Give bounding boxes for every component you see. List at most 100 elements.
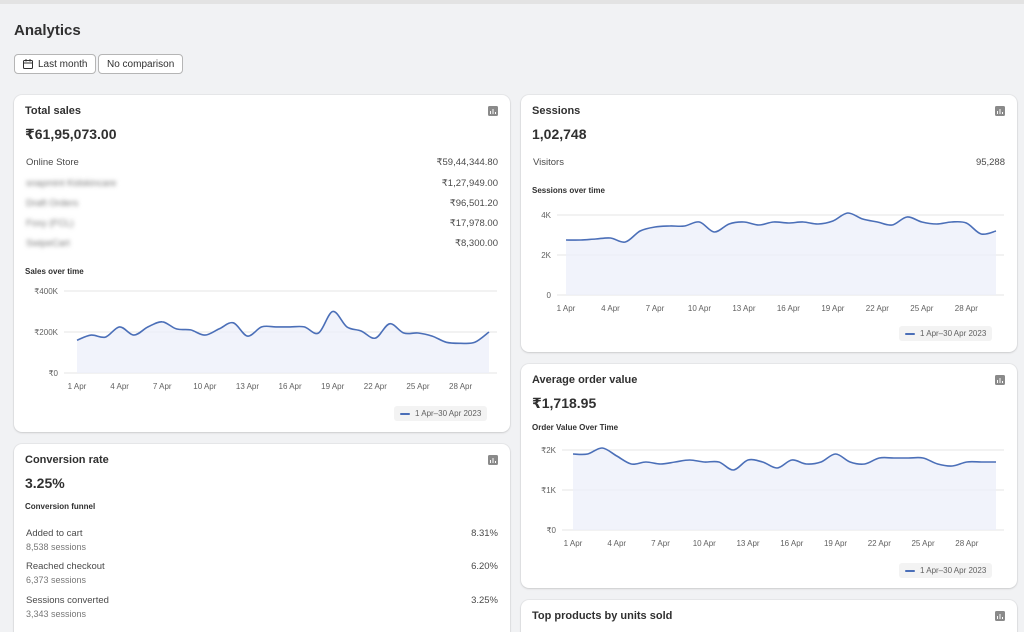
sessions-over-time-chart: 0 2K 4K 1 Apr 4 Apr 7 Apr 10 Apr 13 Apr 16 Apr 19…: [541, 211, 1004, 313]
aov-title: Average order value: [532, 374, 638, 386]
page-title: Analytics: [14, 22, 81, 39]
sales-channel-label: Draft Orders: [26, 198, 79, 209]
total-sales-title: Total sales: [25, 105, 82, 117]
conversion-rate-card: Conversion rate 3.25% Conversion funnel …: [14, 444, 510, 632]
x-tick-label: 10 Apr: [693, 539, 716, 548]
legend-swatch: [905, 332, 915, 335]
legend-swatch: [400, 412, 410, 415]
y-tick-label: ₹2K: [541, 446, 557, 455]
series-area: [566, 212, 996, 295]
x-tick-label: 28 Apr: [955, 304, 978, 313]
y-tick-label: ₹200K: [34, 328, 58, 337]
y-tick-label: 4K: [541, 211, 551, 220]
bar-chart-icon[interactable]: [995, 375, 1005, 385]
x-tick-label: 4 Apr: [607, 539, 626, 548]
comparison-button[interactable]: No comparison: [98, 54, 184, 74]
funnel-step-label: Sessions converted: [26, 595, 109, 606]
x-tick-label: 16 Apr: [780, 539, 803, 548]
funnel-step-value: 8.31%: [471, 528, 498, 539]
legend-label: 1 Apr–30 Apr 2023: [415, 409, 482, 418]
x-tick-label: 25 Apr: [406, 382, 429, 391]
funnel-step-value: 3.25%: [471, 595, 498, 606]
total-sales-card: Total sales ₹61,95,073.00 Online Store ₹…: [14, 95, 510, 432]
visitors-value: 95,288: [975, 157, 1005, 168]
calendar-icon: [23, 59, 33, 69]
sales-chart-label: Sales over time: [25, 267, 84, 276]
x-tick-label: 22 Apr: [868, 539, 891, 548]
x-tick-label: 28 Apr: [955, 539, 978, 548]
sales-channel-value: ₹1,27,949.00: [441, 178, 498, 189]
x-tick-label: 13 Apr: [736, 539, 759, 548]
series-line: [572, 447, 996, 471]
sessions-value: 1,02,748: [532, 126, 587, 142]
y-tick-label: 0: [547, 291, 552, 300]
aov-chart-legend: 1 Apr–30 Apr 2023: [899, 563, 993, 578]
x-tick-label: 4 Apr: [110, 382, 129, 391]
sessions-chart-legend: 1 Apr–30 Apr 2023: [899, 326, 993, 341]
sales-channel-label: Online Store: [26, 157, 79, 168]
y-tick-label: ₹0: [48, 369, 58, 378]
x-tick-label: 19 Apr: [321, 382, 344, 391]
x-tick-label: 22 Apr: [364, 382, 387, 391]
funnel-step-label: Reached checkout: [26, 561, 105, 572]
date-range-button[interactable]: Last month: [14, 54, 97, 74]
x-tick-label: 7 Apr: [646, 304, 665, 313]
comparison-label: No comparison: [107, 58, 175, 70]
x-tick-label: 22 Apr: [866, 304, 889, 313]
conversion-value: 3.25%: [25, 475, 65, 491]
x-tick-label: 1 Apr: [564, 539, 583, 548]
date-range-label: Last month: [38, 58, 88, 70]
bar-chart-icon[interactable]: [488, 106, 498, 116]
sales-channel-value: ₹8,300.00: [454, 238, 498, 249]
y-tick-label: 2K: [541, 251, 551, 260]
x-tick-label: 1 Apr: [557, 304, 576, 313]
x-tick-label: 13 Apr: [732, 304, 755, 313]
x-tick-label: 16 Apr: [777, 304, 800, 313]
top-products-title: Top products by units sold: [532, 610, 673, 622]
x-tick-label: 13 Apr: [236, 382, 259, 391]
order-value-over-time-chart: ₹0 ₹1K ₹2K 1 Apr 4 Apr 7 Apr 10 Apr 13 Apr 16 Ap…: [541, 446, 1004, 548]
sales-channel-label: SwipeCart: [26, 238, 70, 249]
average-order-value-card: Average order value ₹1,718.95 Order Valu…: [521, 364, 1017, 588]
aov-value: ₹1,718.95: [532, 395, 597, 411]
funnel-step-sessions: 3,343 sessions: [26, 609, 87, 619]
series-line: [565, 212, 997, 243]
bar-chart-icon[interactable]: [488, 455, 498, 465]
x-tick-label: 4 Apr: [601, 304, 620, 313]
sales-chart-legend: 1 Apr–30 Apr 2023: [394, 406, 488, 421]
funnel-step-value: 6.20%: [471, 561, 498, 572]
y-tick-label: ₹400K: [34, 287, 58, 296]
top-divider: [0, 0, 1024, 4]
series-line: [76, 310, 490, 345]
x-tick-label: 19 Apr: [824, 539, 847, 548]
conversion-title: Conversion rate: [25, 454, 109, 466]
x-tick-label: 1 Apr: [68, 382, 87, 391]
y-tick-label: ₹1K: [541, 486, 557, 495]
y-tick-label: ₹0: [546, 526, 556, 535]
x-tick-label: 7 Apr: [651, 539, 670, 548]
x-tick-label: 7 Apr: [153, 382, 172, 391]
funnel-step-sessions: 6,373 sessions: [26, 575, 87, 585]
bar-chart-icon[interactable]: [995, 106, 1005, 116]
aov-chart-label: Order Value Over Time: [532, 423, 619, 432]
sales-channel-label: Foxy (FCL): [26, 218, 74, 229]
legend-label: 1 Apr–30 Apr 2023: [920, 566, 987, 575]
sessions-card: Sessions 1,02,748 Visitors 95,288 Sessio…: [521, 95, 1017, 352]
bar-chart-icon[interactable]: [995, 611, 1005, 621]
sessions-title: Sessions: [532, 105, 581, 117]
series-area: [77, 311, 489, 373]
conversion-funnel-label: Conversion funnel: [25, 502, 96, 511]
legend-swatch: [905, 569, 915, 572]
sessions-chart-label: Sessions over time: [532, 186, 605, 195]
funnel-step-label: Added to cart: [26, 528, 83, 539]
total-sales-value: ₹61,95,073.00: [25, 126, 117, 142]
x-tick-label: 10 Apr: [193, 382, 216, 391]
series-area: [573, 447, 996, 530]
x-tick-label: 25 Apr: [911, 539, 934, 548]
top-products-card: Top products by units sold: [521, 600, 1017, 632]
sales-channel-value: ₹17,978.00: [449, 218, 498, 229]
x-tick-label: 25 Apr: [910, 304, 933, 313]
x-tick-label: 16 Apr: [279, 382, 302, 391]
legend-label: 1 Apr–30 Apr 2023: [920, 329, 987, 338]
x-tick-label: 10 Apr: [688, 304, 711, 313]
